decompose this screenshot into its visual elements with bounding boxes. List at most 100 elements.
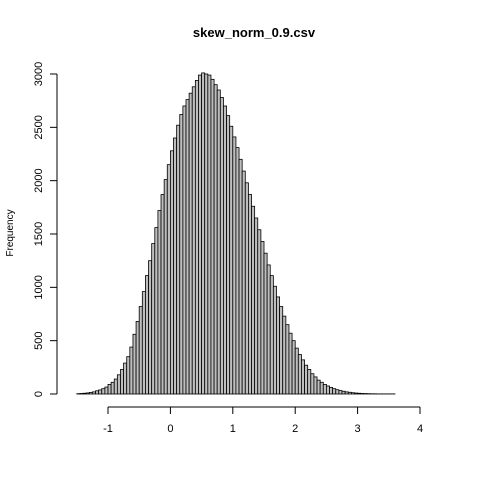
histogram-bar <box>316 379 321 395</box>
histogram-bar <box>82 392 87 395</box>
x-tick-label: 1 <box>230 423 236 435</box>
histogram-bar <box>223 105 227 395</box>
histogram-bar <box>79 393 84 395</box>
histogram-bar <box>169 150 174 395</box>
histogram-bar <box>107 383 112 395</box>
histogram-bar <box>260 241 265 395</box>
histogram-bar <box>235 147 240 395</box>
histogram-bar <box>263 252 268 395</box>
histogram-bar <box>304 364 309 395</box>
histogram-bar <box>297 354 302 395</box>
histogram-bar <box>344 391 349 395</box>
histogram-bar <box>269 275 274 395</box>
histogram-bar <box>129 346 134 395</box>
histogram-bar <box>92 391 96 395</box>
x-tick-label: 0 <box>167 423 173 435</box>
histogram-bar <box>288 332 293 395</box>
histogram-bar <box>226 115 231 395</box>
histogram-bar <box>151 243 156 395</box>
histogram-bar <box>201 72 206 395</box>
histogram-bar <box>88 391 93 395</box>
histogram-bar <box>163 179 168 395</box>
histogram-bar <box>319 381 324 395</box>
histogram-bar <box>141 291 146 395</box>
histogram-bar <box>338 390 343 395</box>
x-tick-label: 4 <box>417 423 423 435</box>
y-tick-label: 0 <box>33 391 45 397</box>
histogram-bar <box>145 275 149 395</box>
histogram-bar <box>251 205 256 395</box>
histogram-bar <box>213 84 218 395</box>
histogram-bar <box>276 296 281 395</box>
histogram-bar <box>257 229 262 395</box>
histogram-bar <box>120 369 125 395</box>
histogram-bar <box>148 260 153 395</box>
histogram-bar <box>126 356 131 395</box>
histogram-bar <box>279 306 284 395</box>
histogram-bar <box>244 182 249 395</box>
histogram-bar <box>154 227 159 395</box>
histogram-bar <box>335 389 340 395</box>
bars-group <box>76 72 396 395</box>
y-tick-label: 2000 <box>33 168 45 192</box>
histogram-bar <box>216 89 221 395</box>
histogram-bar <box>182 105 187 395</box>
histogram-bar <box>357 392 362 395</box>
histogram-bar <box>204 73 209 395</box>
x-tick-label: 3 <box>355 423 361 435</box>
histogram-bar <box>241 170 246 395</box>
histogram-bar <box>160 194 165 395</box>
histogram-bar <box>98 389 103 395</box>
y-tick-label: 500 <box>33 331 45 349</box>
histogram-bar <box>347 391 352 395</box>
histogram-bar <box>176 124 181 395</box>
histogram-bar <box>95 390 100 395</box>
y-tick-label: 1000 <box>33 275 45 299</box>
histogram-bar <box>198 74 202 395</box>
histogram-bar <box>173 137 178 395</box>
histogram-bar <box>116 374 121 395</box>
histogram-bar <box>329 386 334 395</box>
histogram-bar <box>360 393 365 395</box>
y-axis: 0 500 1000 1500 2000 2500 3000 <box>33 62 58 397</box>
histogram-bar <box>166 164 171 395</box>
histogram-bar <box>207 74 212 395</box>
histogram-bar <box>232 136 237 395</box>
histogram-bar <box>238 158 243 395</box>
histogram-bar <box>307 369 312 395</box>
histogram-bar <box>138 306 143 395</box>
histogram-bar <box>341 390 346 395</box>
histogram-bar <box>291 340 296 395</box>
histogram-bar <box>313 376 318 395</box>
histogram-bar <box>157 210 162 395</box>
histogram-bar <box>113 378 118 395</box>
x-tick-label: -1 <box>103 423 113 435</box>
histogram-bar <box>188 92 193 395</box>
histogram-bar <box>272 285 277 395</box>
y-tick-label: 1500 <box>33 222 45 246</box>
histogram-bar <box>123 362 128 395</box>
histogram-bar <box>179 114 184 395</box>
histogram-bar <box>229 125 234 395</box>
histogram-bar <box>85 392 90 395</box>
y-tick-label: 3000 <box>33 62 45 86</box>
histogram-bar <box>332 388 337 395</box>
histogram-bar <box>354 392 359 395</box>
histogram-bar <box>285 324 290 395</box>
y-axis-label: Frequency <box>5 209 16 256</box>
histogram-bar <box>110 381 115 395</box>
histogram-bar <box>135 321 140 395</box>
histogram-bar <box>322 383 327 395</box>
histogram-bar <box>247 194 252 395</box>
histogram-bar <box>266 264 271 395</box>
histogram-bar <box>350 392 355 395</box>
chart-title: skew_norm_0.9.csv <box>193 25 316 40</box>
histogram-bar <box>210 78 215 395</box>
histogram-bar <box>282 315 287 395</box>
y-tick-label: 2500 <box>33 115 45 139</box>
histogram-bar <box>219 97 224 395</box>
x-axis: -1 0 1 2 3 4 <box>103 406 423 435</box>
histogram-bar <box>132 333 137 395</box>
histogram-bar <box>294 347 299 395</box>
